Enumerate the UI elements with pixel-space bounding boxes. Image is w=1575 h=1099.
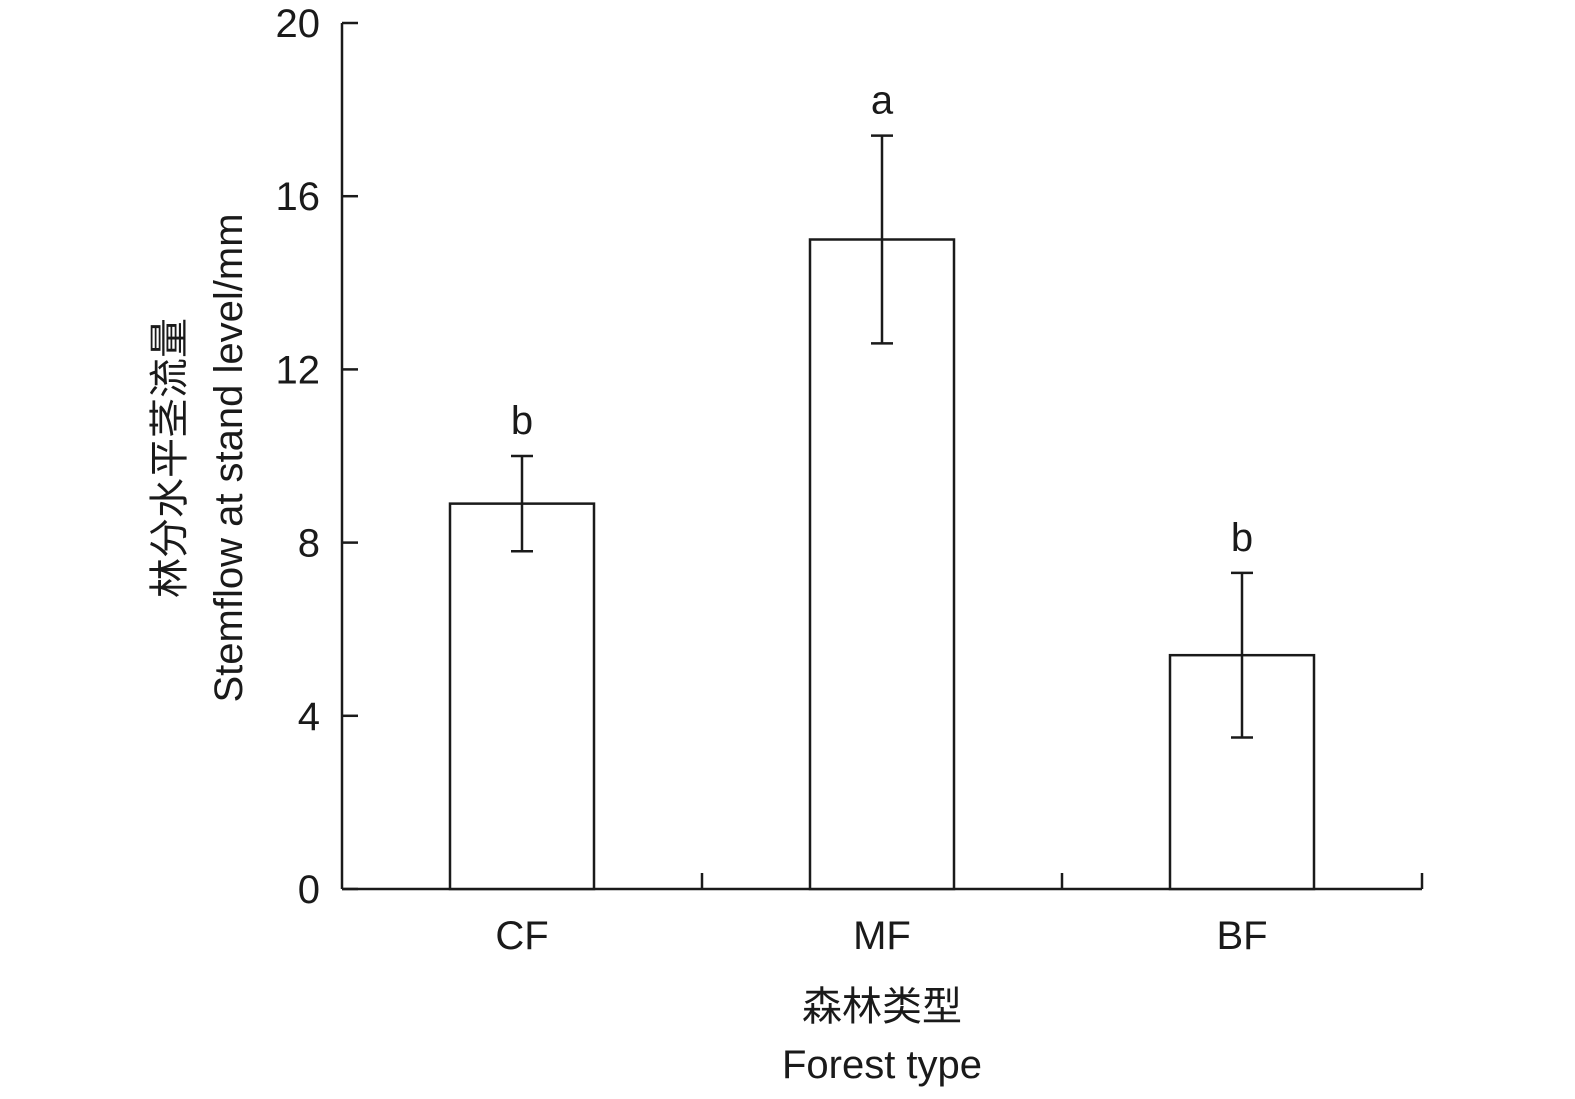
significance-label: a xyxy=(871,79,894,123)
y-tick-label: 4 xyxy=(298,695,320,739)
x-axis-title-zh: 森林类型 xyxy=(802,984,962,1030)
x-tick-label: MF xyxy=(853,914,911,958)
x-axis-title: Forest type xyxy=(782,1043,982,1087)
y-tick-label: 16 xyxy=(276,175,321,219)
x-tick-label: BF xyxy=(1216,914,1267,958)
y-tick-label: 8 xyxy=(298,522,320,566)
y-axis-title: Stemflow at stand level/mm xyxy=(207,213,251,702)
significance-label: b xyxy=(511,399,533,443)
y-tick-label: 12 xyxy=(276,348,321,392)
bar-mf xyxy=(808,238,956,891)
x-tick-label: CF xyxy=(495,914,548,958)
y-axis-title-zh: 林分水平茎流量 xyxy=(147,318,193,598)
significance-label: b xyxy=(1231,516,1253,560)
y-tick-label: 0 xyxy=(298,868,320,912)
plot-area: 0 4 8 12 16 20 b CF a MF b BF xyxy=(276,2,1424,958)
y-tick-label: 20 xyxy=(276,2,321,46)
bar-cf xyxy=(448,502,596,891)
